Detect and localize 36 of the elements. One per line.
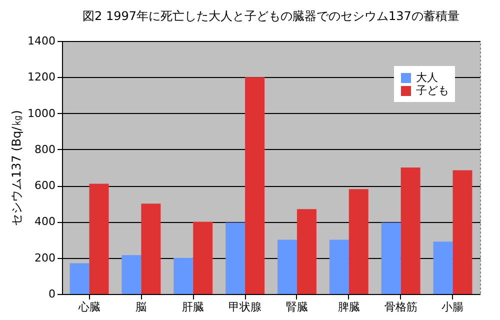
bar: [245, 77, 265, 294]
x-tick-label: 骨格筋: [384, 300, 418, 314]
y-tick-label: 800: [34, 142, 56, 156]
bar: [452, 170, 472, 294]
x-tick-label: 心臓: [77, 300, 100, 314]
bar: [193, 222, 213, 294]
bar: [296, 209, 316, 294]
bar: [89, 184, 109, 294]
y-tick-label: 1200: [28, 70, 56, 84]
bar: [122, 255, 142, 294]
bar: [277, 240, 297, 294]
x-tick-label: 小腸: [442, 300, 464, 314]
y-tick-label: 1000: [28, 106, 56, 120]
bar: [226, 222, 246, 294]
y-tick-label: 600: [34, 179, 56, 192]
x-tick-label: 腎臓: [286, 300, 308, 314]
bar: [381, 222, 401, 294]
y-tick-label: 400: [34, 215, 56, 228]
legend-label: 大人: [416, 71, 438, 84]
legend-label: 子ども: [416, 84, 449, 97]
x-tick-label: 肝臓: [182, 300, 204, 314]
bar: [141, 204, 161, 294]
x-tick-label: 脾臓: [338, 300, 360, 314]
y-tick-label: 200: [34, 251, 56, 264]
x-tick-label: 脳: [136, 300, 147, 314]
bar: [400, 168, 420, 294]
bar: [70, 263, 90, 294]
y-tick-label: 1400: [28, 34, 56, 48]
bar: [329, 240, 349, 294]
y-axis-title: セシウム137 (Bq/㎏): [10, 110, 24, 226]
bar: [174, 258, 194, 294]
bar: [348, 189, 368, 294]
chart-title: 図2 1997年に死亡した大人と子どもの臓器でのセシウム137の蓄積量: [82, 9, 460, 23]
x-tick-label: 甲状腺: [228, 300, 262, 314]
y-tick-label: 0: [48, 288, 56, 300]
bar: [433, 242, 453, 294]
